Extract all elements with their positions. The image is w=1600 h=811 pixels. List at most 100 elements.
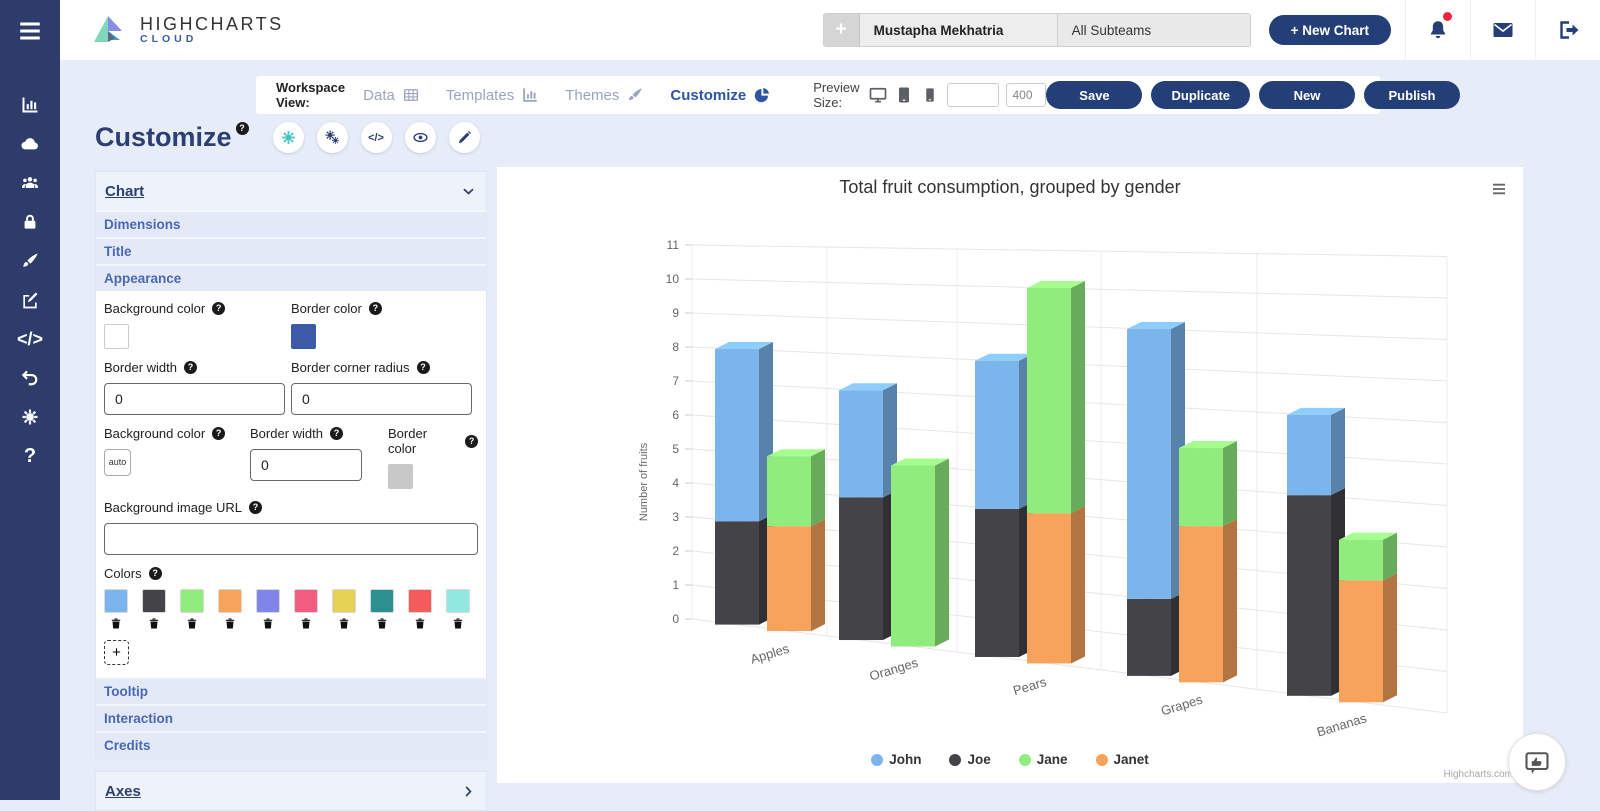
- feedback-button[interactable]: [1508, 733, 1566, 791]
- user-name[interactable]: Mustapha Mekhatria: [859, 14, 1058, 46]
- preview-phone-button[interactable]: [920, 85, 940, 105]
- delete-color-button[interactable]: [109, 616, 123, 631]
- sidebar-item-help[interactable]: ?: [23, 444, 37, 467]
- help-icon[interactable]: [249, 501, 263, 514]
- background-image-url-input[interactable]: [104, 523, 478, 555]
- add-subteam-button[interactable]: +: [823, 14, 860, 46]
- border-corner-radius-label: Border corner radius: [291, 360, 478, 375]
- sidebar-item-lock[interactable]: [19, 212, 41, 232]
- section-title[interactable]: Title: [96, 237, 486, 264]
- sidebar-item-undo[interactable]: [19, 368, 41, 388]
- sidebar-item-brush[interactable]: [19, 251, 41, 271]
- help-icon[interactable]: [212, 427, 226, 440]
- chart-group-toggle[interactable]: Chart: [96, 172, 486, 210]
- series-color-swatch-7[interactable]: [332, 589, 356, 613]
- legend-item-janet[interactable]: Janet: [1095, 752, 1149, 767]
- plot-background-color-swatch[interactable]: auto: [104, 449, 131, 476]
- legend-item-john[interactable]: John: [871, 752, 921, 767]
- new-chart-button[interactable]: + New Chart: [1268, 15, 1391, 45]
- tab-data[interactable]: Data: [363, 86, 420, 104]
- sidebar-item-cloud[interactable]: [19, 134, 41, 154]
- subteam-selector[interactable]: All Subteams: [1057, 14, 1250, 46]
- series-color-swatch-4[interactable]: [218, 589, 242, 613]
- team-selector-group: + Mustapha Mekhatria All Subteams: [822, 13, 1251, 47]
- section-tooltip[interactable]: Tooltip: [96, 677, 486, 704]
- section-interaction[interactable]: Interaction: [96, 704, 486, 731]
- series-color-swatch-3[interactable]: [180, 589, 204, 613]
- delete-color-button[interactable]: [147, 616, 161, 631]
- help-icon[interactable]: [465, 434, 478, 448]
- sidebar-item-charts[interactable]: [19, 95, 41, 115]
- tab-customize[interactable]: Customize: [670, 86, 771, 104]
- legend-item-joe[interactable]: Joe: [949, 752, 991, 767]
- sidebar-item-settings[interactable]: [19, 407, 41, 427]
- axes-group-toggle[interactable]: Axes: [96, 772, 486, 810]
- series-color-swatch-2[interactable]: [142, 589, 166, 613]
- tab-themes[interactable]: Themes: [565, 86, 644, 104]
- series-color-swatch-1[interactable]: [104, 589, 128, 613]
- preview-size-group: Preview Size:: [813, 80, 1047, 110]
- series-color-swatch-5[interactable]: [256, 589, 280, 613]
- help-icon[interactable]: [329, 427, 343, 440]
- settings-panel: Chart Dimensions Title Appearance Backgr…: [95, 171, 487, 811]
- help-icon[interactable]: [148, 567, 162, 580]
- border-corner-radius-input[interactable]: [291, 383, 473, 415]
- customize-tool-code-button[interactable]: </>: [360, 122, 392, 153]
- section-appearance[interactable]: Appearance: [96, 264, 486, 291]
- preview-tablet-button[interactable]: [894, 85, 914, 105]
- duplicate-button[interactable]: Duplicate: [1151, 81, 1250, 109]
- series-color-swatch-9[interactable]: [408, 589, 432, 613]
- delete-color-button[interactable]: [223, 616, 237, 631]
- customize-tool-pen-button[interactable]: [448, 122, 480, 153]
- delete-color-button[interactable]: [185, 616, 199, 631]
- legend-marker: [1018, 753, 1031, 766]
- help-icon[interactable]: [212, 302, 226, 315]
- customize-tool-eye-button[interactable]: [404, 122, 436, 153]
- preview-size-input-2[interactable]: [1006, 83, 1047, 107]
- section-dimensions[interactable]: Dimensions: [96, 210, 486, 237]
- customize-tool-gears-button[interactable]: [316, 122, 348, 153]
- help-icon[interactable]: [183, 361, 197, 374]
- chart-background-color-swatch[interactable]: [104, 324, 129, 349]
- legend-item-jane[interactable]: Jane: [1018, 752, 1068, 767]
- add-color-button[interactable]: +: [104, 640, 129, 665]
- logo[interactable]: HIGHCHARTS CLOUD: [90, 10, 284, 50]
- messages-button[interactable]: [1470, 0, 1535, 61]
- series-color-swatch-10[interactable]: [446, 589, 470, 613]
- tab-templates[interactable]: Templates: [446, 86, 539, 104]
- highcharts-credit[interactable]: Highcharts.com: [1443, 769, 1513, 780]
- customize-tool-gear-button[interactable]: [272, 122, 304, 153]
- sidebar-item-edit[interactable]: [19, 290, 41, 310]
- chart-border-color-swatch[interactable]: [291, 324, 316, 349]
- delete-color-button[interactable]: [375, 616, 389, 631]
- sidebar-item-code[interactable]: </>: [16, 328, 44, 349]
- svg-text:10: 10: [666, 272, 680, 286]
- help-icon[interactable]: [416, 361, 430, 374]
- sign-out-button[interactable]: [1535, 0, 1600, 61]
- customize-toolbar: </>: [272, 122, 480, 153]
- series-color-swatch-8[interactable]: [370, 589, 394, 613]
- help-icon[interactable]: [368, 302, 382, 315]
- plot-border-color-swatch[interactable]: [388, 464, 413, 489]
- color-swatch-cell: [370, 589, 394, 631]
- chart-context-menu-button[interactable]: [1489, 181, 1509, 197]
- menu-button[interactable]: [0, 0, 60, 61]
- series-color-swatch-6[interactable]: [294, 589, 318, 613]
- plot-border-width-input[interactable]: [250, 449, 362, 481]
- sidebar-item-team[interactable]: [19, 173, 41, 193]
- publish-button[interactable]: Publish: [1364, 81, 1460, 109]
- save-button[interactable]: Save: [1046, 81, 1143, 109]
- preview-size-input-1[interactable]: [947, 83, 1000, 107]
- delete-color-button[interactable]: [337, 616, 351, 631]
- delete-color-button[interactable]: [413, 616, 427, 631]
- delete-color-button[interactable]: [299, 616, 313, 631]
- preview-monitor-button[interactable]: [868, 85, 888, 105]
- notifications-button[interactable]: [1405, 0, 1470, 61]
- pie-icon: [753, 86, 771, 104]
- section-credits[interactable]: Credits: [96, 731, 486, 758]
- new-button[interactable]: New: [1259, 81, 1355, 109]
- delete-color-button[interactable]: [451, 616, 465, 631]
- help-icon[interactable]: [235, 122, 249, 135]
- delete-color-button[interactable]: [261, 616, 275, 631]
- border-width-input[interactable]: [104, 383, 286, 415]
